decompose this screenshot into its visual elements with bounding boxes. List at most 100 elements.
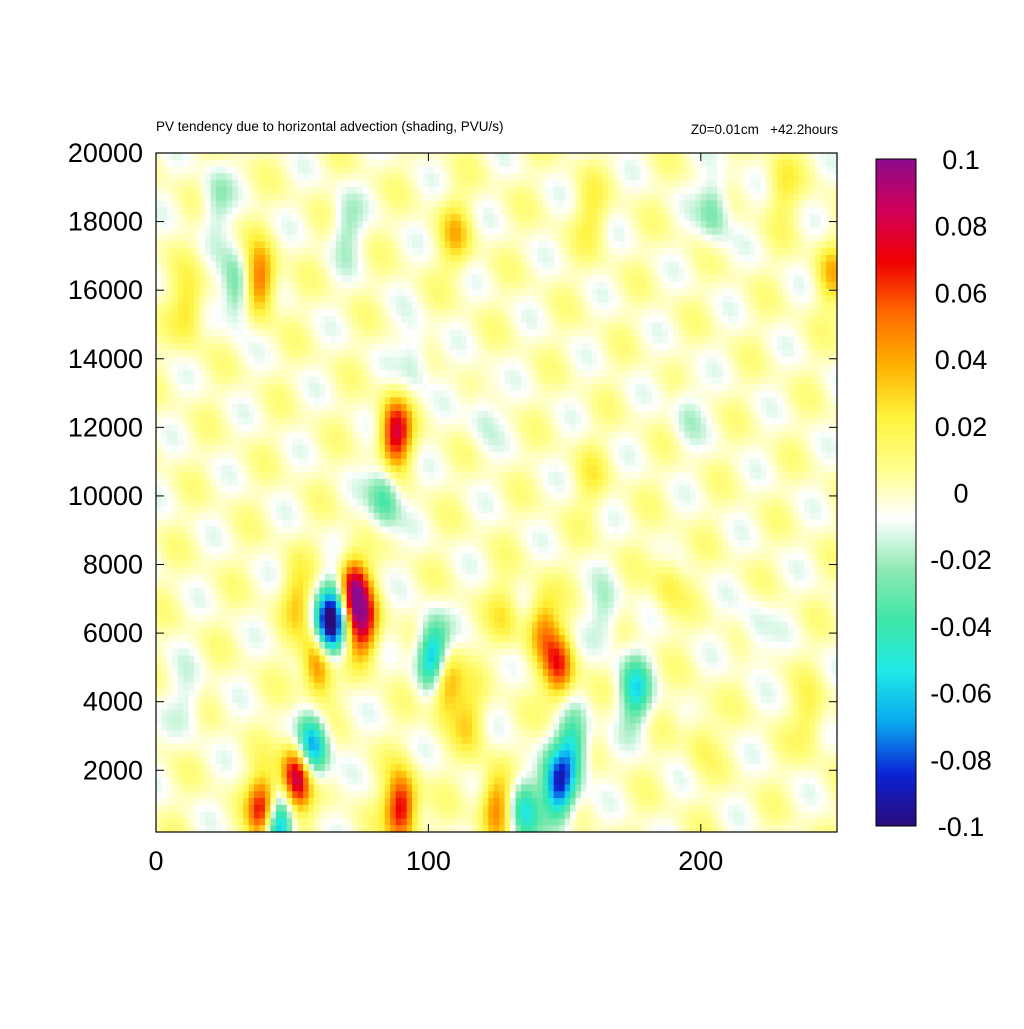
heatmap-cell [515,404,522,412]
heatmap-cell [308,336,315,344]
heatmap-cell [477,180,484,188]
heatmap-cell [248,275,255,283]
heatmap-cell [205,282,212,290]
heatmap-cell [188,153,195,161]
heatmap-cell [798,295,805,303]
heatmap-cell [428,241,435,249]
heatmap-cell [640,166,647,174]
heatmap-cell [738,241,745,249]
heatmap-cell [248,288,255,297]
heatmap-cell [259,397,266,405]
heatmap-cell [755,207,762,215]
heatmap-cell [368,343,375,351]
heatmap-cell [717,356,724,365]
heatmap-cell [570,173,577,181]
heatmap-cell [341,159,348,168]
heatmap-cell [728,383,735,392]
heatmap-cell [646,349,653,358]
heatmap-cell [689,390,696,399]
heatmap-cell [205,356,212,365]
heatmap-cell [412,309,419,317]
heatmap-cell [744,309,751,317]
heatmap-cell [597,200,604,208]
heatmap-cell [706,377,713,385]
heatmap-cell [586,390,593,399]
heatmap-cell [580,329,587,337]
heatmap-cell [270,268,277,276]
heatmap-cell [542,268,549,276]
heatmap-cell [766,309,773,317]
heatmap-cell [662,329,669,337]
heatmap-cell [755,200,762,208]
heatmap-cell [515,241,522,249]
heatmap-cell [673,227,680,236]
heatmap-cell [183,166,190,174]
heatmap-cell [493,309,500,317]
heatmap-cell [809,214,816,222]
heatmap-cell [570,186,577,195]
heatmap-cell [303,411,310,419]
heatmap-cell [684,207,691,215]
heatmap-cell [254,282,261,290]
heatmap-cell [559,268,566,276]
heatmap-cell [319,336,326,344]
heatmap-cell [488,404,495,412]
heatmap-cell [161,234,168,242]
heatmap-cell [292,315,299,324]
heatmap-cell [787,315,795,324]
heatmap-cell [689,180,696,188]
heatmap-cell [700,180,707,188]
heatmap-cell [510,200,517,208]
heatmap-cell [662,377,669,385]
heatmap-cell [662,220,669,229]
heatmap-cell [597,417,604,426]
heatmap-cell [831,241,838,249]
heatmap-cell [379,404,386,412]
heatmap-cell [689,173,696,181]
heatmap-cell [259,288,266,297]
heatmap-cell [406,220,413,229]
heatmap-cell [537,295,544,303]
heatmap-cell [264,417,272,426]
heatmap-cell [798,336,805,344]
heatmap-cell [771,248,778,256]
heatmap-cell [232,309,239,317]
heatmap-cell [499,329,506,337]
heatmap-cell [450,329,457,337]
heatmap-cell [608,295,615,303]
heatmap-cell [275,309,282,317]
heatmap-cell [401,227,408,236]
heatmap-cell [270,404,277,412]
heatmap-cell [580,159,587,168]
heatmap-cell [504,411,511,419]
heatmap-cell [471,417,479,426]
heatmap-cell [412,397,419,405]
heatmap-cell [782,329,789,337]
heatmap-cell [635,200,642,208]
heatmap-cell [363,207,370,215]
heatmap-cell [613,329,620,337]
heatmap-cell [804,417,811,426]
heatmap-cell [782,159,789,168]
heatmap-cell [570,254,577,263]
heatmap-cell [744,329,751,337]
heatmap-cell [308,207,315,215]
heatmap-cell [232,336,239,344]
heatmap-cell [368,417,375,426]
heatmap-cell [471,343,479,351]
heatmap-cell [640,377,647,385]
heatmap-cell [390,248,397,256]
heatmap-cell [395,404,402,412]
heatmap-cell [673,336,680,344]
heatmap-cell [597,173,604,181]
heatmap-cell [608,356,615,365]
heatmap-cell [177,220,184,229]
heatmap-cell [455,356,462,365]
heatmap-cell [728,363,735,371]
heatmap-cell [815,322,822,331]
heatmap-cell [657,315,664,324]
heatmap-cell [488,248,495,256]
heatmap-cell [188,315,195,324]
heatmap-cell [417,322,424,331]
heatmap-cell [728,200,735,208]
